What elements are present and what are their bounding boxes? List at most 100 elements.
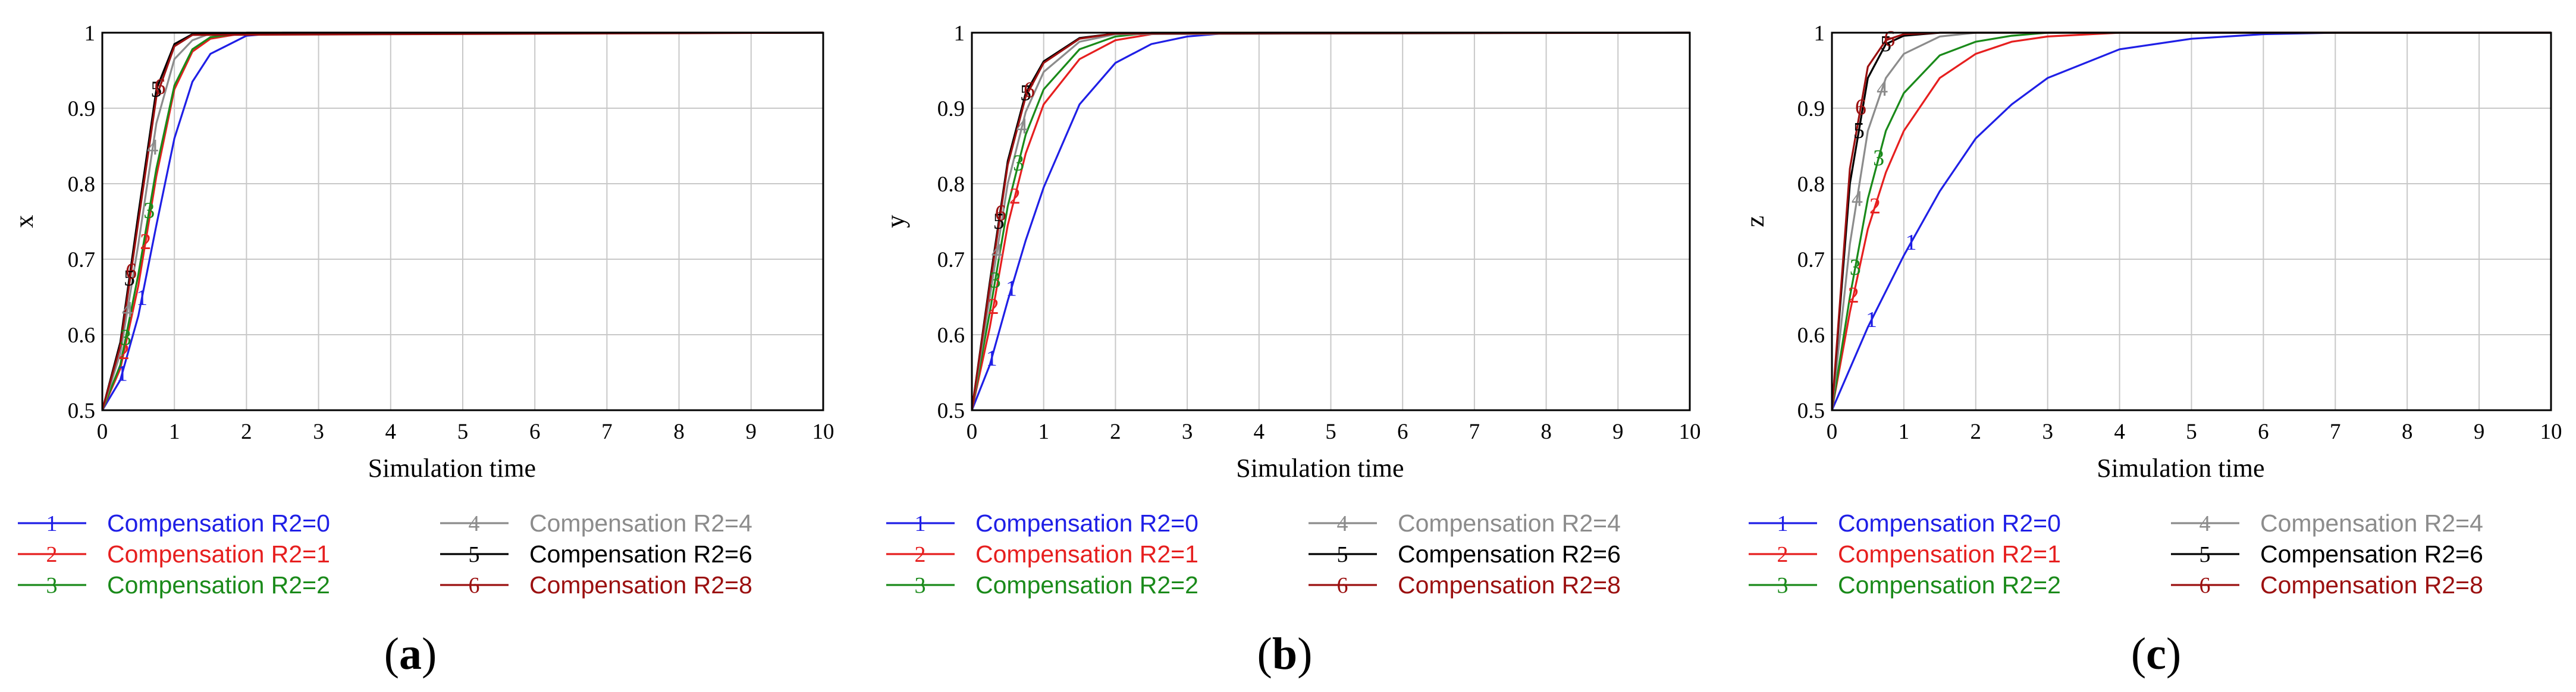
legend-label-1: Compensation R2=0 (107, 509, 330, 537)
series-line-6 (101, 32, 824, 411)
legend-marker-1: 1 (46, 511, 58, 536)
legend-label-2: Compensation R2=1 (975, 540, 1198, 568)
legend-label-6: Compensation R2=8 (1398, 571, 1621, 599)
legend-label-6: Compensation R2=8 (2260, 571, 2483, 599)
y-tick-label: 0.5 (937, 399, 965, 423)
series-line-1 (1831, 32, 2551, 411)
series-marker-4: 4 (1016, 114, 1028, 139)
y-tick-label: 0.8 (68, 172, 95, 197)
y-tick-label: 0.6 (68, 323, 95, 348)
panel-label: (a) (384, 629, 437, 679)
x-tick-label: 1 (1038, 420, 1049, 444)
series-marker-3: 3 (1850, 255, 1861, 280)
y-tick-label: 0.8 (1797, 172, 1825, 197)
series-marker-6: 6 (1855, 95, 1866, 120)
x-tick-label: 10 (2540, 420, 2562, 444)
x-tick-label: 6 (529, 420, 541, 444)
series-marker-3: 3 (1013, 151, 1024, 176)
series-line-4 (971, 32, 1690, 411)
y-tick-label: 0.9 (68, 97, 95, 121)
legend-marker-6: 6 (2200, 573, 2211, 598)
series-marker-3: 3 (990, 268, 1001, 293)
series-marker-5: 5 (1880, 32, 1891, 56)
series-marker-2: 2 (1869, 194, 1881, 219)
series-marker-2: 2 (1848, 283, 1859, 308)
series-marker-1: 1 (117, 361, 128, 386)
x-tick-label: 8 (673, 420, 685, 444)
x-tick-label: 5 (457, 420, 469, 444)
series-marker-4: 4 (1877, 76, 1888, 101)
x-tick-label: 4 (1254, 420, 1265, 444)
y-axis-label: z (1740, 216, 1769, 228)
x-tick-label: 10 (812, 420, 834, 444)
legend-marker-3: 3 (1777, 573, 1789, 598)
legend-marker-4: 4 (2200, 511, 2211, 536)
series-marker-3: 3 (120, 325, 131, 350)
x-tick-label: 6 (2258, 420, 2269, 444)
x-tick-label: 9 (2474, 420, 2485, 444)
y-tick-label: 0.5 (68, 399, 95, 423)
panel-label: (b) (1257, 629, 1313, 679)
plot-frame (101, 32, 824, 411)
series-marker-1: 1 (986, 346, 997, 371)
legend-label-4: Compensation R2=4 (1398, 509, 1621, 537)
x-tick-label: 0 (967, 420, 978, 444)
series-marker-2: 2 (988, 294, 999, 319)
legend-label-1: Compensation R2=0 (975, 509, 1198, 537)
legend-marker-1: 1 (1777, 511, 1789, 536)
x-tick-label: 1 (1899, 420, 1910, 444)
x-tick-label: 7 (601, 420, 613, 444)
series-marker-4: 4 (147, 135, 158, 160)
legend-label-2: Compensation R2=1 (107, 540, 330, 568)
series-marker-1: 1 (1866, 307, 1877, 332)
legend-label-3: Compensation R2=2 (975, 571, 1198, 599)
legend-marker-3: 3 (46, 573, 58, 598)
legend-marker-5: 5 (469, 542, 480, 567)
legend-marker-2: 2 (915, 542, 926, 567)
series-marker-5: 5 (150, 77, 162, 102)
x-tick-label: 6 (1397, 420, 1408, 444)
x-tick-label: 3 (2042, 420, 2053, 444)
x-tick-label: 10 (1679, 420, 1701, 444)
legend-marker-6: 6 (469, 573, 480, 598)
y-tick-label: 0.7 (1797, 248, 1825, 272)
legend-marker-6: 6 (1337, 573, 1348, 598)
x-tick-label: 9 (746, 420, 757, 444)
series-marker-6: 6 (125, 259, 137, 284)
plot-frame (1831, 32, 2552, 411)
series-marker-5: 5 (1020, 81, 1031, 106)
legend-label-3: Compensation R2=2 (107, 571, 330, 599)
y-tick-label: 0.8 (937, 172, 965, 197)
y-axis-label: x (10, 215, 39, 228)
x-tick-label: 2 (1110, 420, 1121, 444)
series-marker-5: 5 (993, 209, 1005, 234)
series-marker-1: 1 (136, 285, 148, 310)
legend-label-3: Compensation R2=2 (1838, 571, 2061, 599)
legend-label-1: Compensation R2=0 (1838, 509, 2061, 537)
x-tick-label: 0 (97, 420, 108, 444)
y-tick-label: 0.6 (1797, 323, 1825, 348)
legend-marker-1: 1 (915, 511, 926, 536)
series-marker-6: 6 (1024, 78, 1035, 103)
series-marker-1: 1 (1006, 276, 1017, 301)
series-marker-6: 6 (154, 74, 165, 99)
x-axis-label: Simulation time (2097, 454, 2264, 483)
legend-label-5: Compensation R2=6 (529, 540, 752, 568)
x-tick-label: 5 (1325, 420, 1336, 444)
legend-marker-4: 4 (469, 511, 480, 536)
x-tick-label: 0 (1827, 420, 1838, 444)
y-tick-label: 1 (84, 21, 96, 46)
series-marker-6: 6 (1884, 27, 1895, 52)
x-tick-label: 4 (2114, 420, 2125, 444)
series-marker-6: 6 (995, 201, 1006, 226)
x-tick-label: 8 (1540, 420, 1552, 444)
y-tick-label: 0.7 (937, 248, 965, 272)
y-tick-label: 1 (1814, 21, 1825, 46)
x-axis-label: Simulation time (1236, 454, 1404, 483)
series-line-6 (971, 32, 1690, 411)
plot-frame (971, 32, 1691, 411)
